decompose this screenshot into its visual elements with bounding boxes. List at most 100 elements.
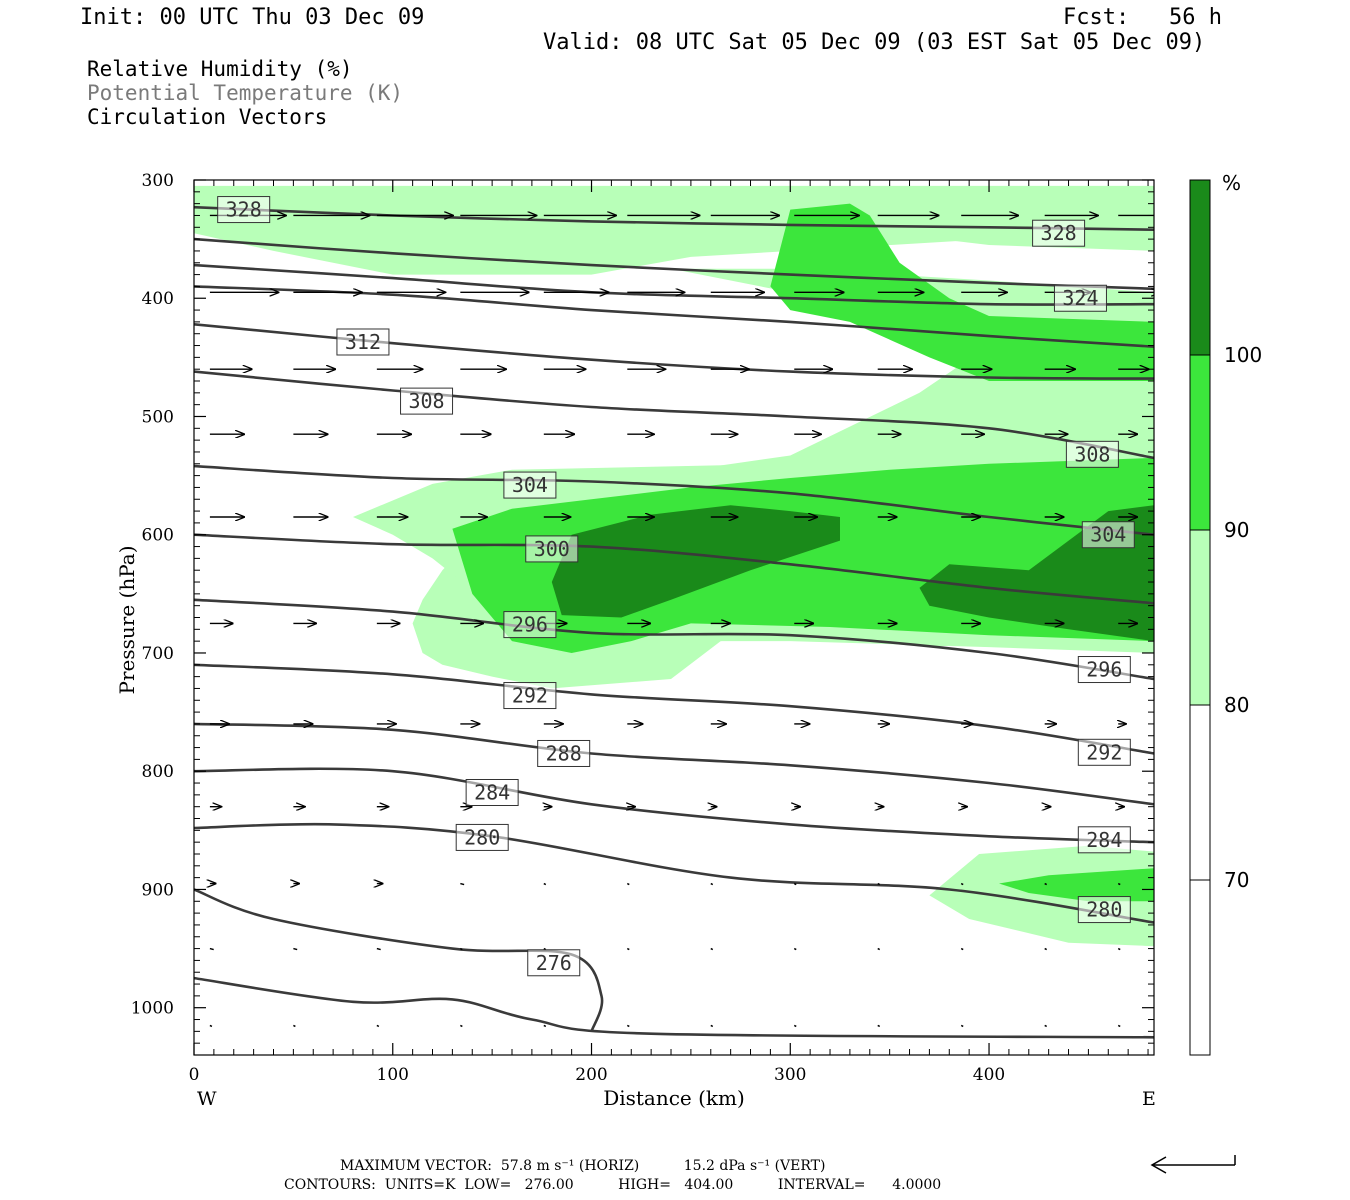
vector-arrow-10-6: [710, 1024, 714, 1028]
svg-text:308: 308: [408, 389, 444, 413]
colorbar-label-90: 90: [1224, 518, 1249, 542]
svg-text:324: 324: [1062, 286, 1098, 310]
rh-region-80-90-7: [999, 868, 1154, 902]
vector-arrow-10-11: [1117, 1024, 1121, 1028]
isentrope-292: [194, 663, 1154, 755]
vector-arrow-9-3: [460, 947, 463, 951]
contour-label-312-3: 312: [336, 328, 390, 356]
vector-arrow-8-4: [543, 882, 547, 886]
contour-label-276-18: 276: [527, 949, 581, 977]
contour-label-328-1: 328: [1032, 219, 1086, 247]
isentrope-272: [194, 976, 1154, 1039]
isentrope-284: [194, 767, 1154, 844]
contour-label-284-15: 284: [1077, 826, 1131, 854]
contour-label-304-7: 304: [1081, 521, 1135, 549]
x-axis-label: Distance (km): [603, 1086, 745, 1110]
y-tick-label-900: 900: [142, 880, 174, 900]
contour-info: CONTOURS: UNITS=K LOW= 276.00 HIGH= 404.…: [284, 1177, 942, 1193]
vector-arrow-9-7: [793, 947, 797, 951]
vector-arrow-9-1: [293, 947, 298, 951]
reference-vector-icon: [1150, 1155, 1236, 1174]
west-label: W: [197, 1088, 217, 1110]
vector-arrow-9-5: [626, 947, 630, 951]
svg-text:328: 328: [226, 198, 262, 222]
vector-arrow-8-10: [1044, 882, 1048, 886]
y-tick-label-800: 800: [142, 762, 174, 782]
svg-text:308: 308: [1074, 442, 1110, 466]
vector-arrow-8-3: [460, 882, 465, 886]
circulation-vectors: [209, 215, 1154, 1028]
svg-text:280: 280: [464, 825, 500, 849]
rh-region-70-80-1: [194, 185, 1154, 275]
isentrope-280: [194, 822, 1154, 924]
colorbar-label-80: 80: [1224, 693, 1249, 717]
vector-arrow-9-9: [960, 947, 964, 951]
vector-arrow-10-1: [293, 1024, 296, 1028]
svg-text:300: 300: [534, 537, 570, 561]
svg-text:296: 296: [512, 613, 548, 637]
contour-label-308-4: 308: [400, 387, 454, 415]
east-label: E: [1142, 1088, 1156, 1110]
vector-arrow-8-9: [960, 882, 964, 886]
vector-arrow-8-11: [1117, 882, 1121, 886]
colorbar-label-70: 70: [1224, 868, 1249, 892]
contour-label-328-0: 328: [217, 196, 271, 224]
x-tick-label-0: 0: [189, 1065, 200, 1085]
y-tick-label-1000: 1000: [131, 999, 174, 1019]
legend-potential-temperature: Potential Temperature (K): [87, 81, 404, 105]
init-time: Init: 00 UTC Thu 03 Dec 09: [80, 5, 425, 30]
vector-arrow-10-3: [460, 1024, 463, 1028]
svg-text:296: 296: [1086, 658, 1122, 682]
svg-text:288: 288: [546, 741, 582, 765]
svg-text:276: 276: [536, 951, 572, 975]
vector-arrow-10-0: [209, 1024, 213, 1028]
x-tick-label-200: 200: [575, 1065, 607, 1085]
vector-arrow-8-8: [877, 882, 881, 886]
isentrope-324: [194, 237, 1154, 291]
rh-region-80-90-5: [770, 203, 1154, 381]
colorbar-segment-2: [1190, 530, 1210, 705]
isentrope-276: [194, 888, 604, 1032]
vector-arrow-10-10: [1044, 1024, 1048, 1028]
x-tick-label-400: 400: [973, 1065, 1005, 1085]
contour-label-300-8: 300: [525, 535, 579, 563]
contour-label-296-10: 296: [1077, 656, 1131, 684]
vector-arrow-10-5: [626, 1024, 630, 1028]
svg-text:292: 292: [512, 684, 548, 708]
contour-label-288-13: 288: [537, 739, 591, 767]
vector-arrow-9-10: [1044, 947, 1048, 951]
contour-label-292-12: 292: [1077, 738, 1131, 766]
rh-region-90-100-8: [551, 505, 840, 618]
svg-text:312: 312: [345, 330, 381, 354]
vector-arrow-8-5: [626, 882, 630, 886]
y-tick-label-500: 500: [142, 407, 174, 427]
y-tick-label-600: 600: [142, 526, 174, 546]
colorbar-label-100: 100: [1224, 343, 1262, 367]
y-tick-label-700: 700: [142, 644, 174, 664]
svg-text:304: 304: [512, 473, 548, 497]
vector-arrow-9-6: [710, 947, 714, 951]
svg-text:304: 304: [1090, 523, 1126, 547]
colorbar-segment-0: [1190, 180, 1210, 355]
colorbar-unit: %: [1222, 171, 1241, 195]
axis-ticks: 300 400 500 600 700 800 900 1000 0 100 200 300 400: [131, 171, 1154, 1085]
vector-arrow-8-7: [793, 882, 797, 886]
y-tick-label-300: 300: [142, 171, 174, 191]
vector-arrow-9-2: [376, 947, 381, 951]
svg-text:328: 328: [1041, 221, 1077, 245]
contour-label-296-9: 296: [503, 611, 557, 639]
y-tick-label-400: 400: [142, 289, 174, 309]
isentrope-308: [194, 370, 1154, 460]
vector-arrow-9-8: [877, 947, 881, 951]
contour-label-292-11: 292: [503, 682, 557, 710]
relative-humidity-fill: [194, 185, 1154, 947]
y-axis-label: Pressure (hPa): [115, 546, 139, 695]
vector-arrow-10-9: [960, 1024, 964, 1028]
svg-text:284: 284: [1086, 828, 1122, 852]
vector-arrow-10-2: [376, 1024, 380, 1028]
x-tick-label-300: 300: [774, 1065, 806, 1085]
svg-text:284: 284: [474, 781, 510, 805]
vector-arrow-9-0: [209, 947, 214, 951]
x-tick-label-100: 100: [377, 1065, 409, 1085]
max-vector-info: MAXIMUM VECTOR: 57.8 m s⁻¹ (HORIZ) 15.2 …: [340, 1158, 826, 1174]
